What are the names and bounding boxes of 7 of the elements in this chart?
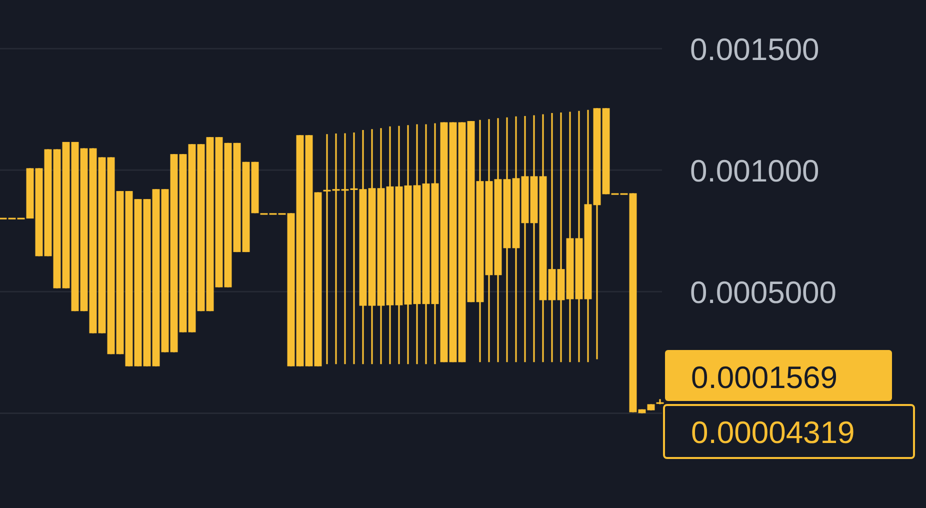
candlestick xyxy=(557,112,565,363)
text: 0.0001569 xyxy=(691,360,838,396)
text: 0.00004319 xyxy=(691,415,855,450)
y-tick-label: 0.0005000 xyxy=(690,274,837,310)
y-tick-label: 0.001000 xyxy=(690,153,820,188)
candlestick xyxy=(548,112,556,363)
y-tick-label: 0.001500 xyxy=(690,32,820,67)
